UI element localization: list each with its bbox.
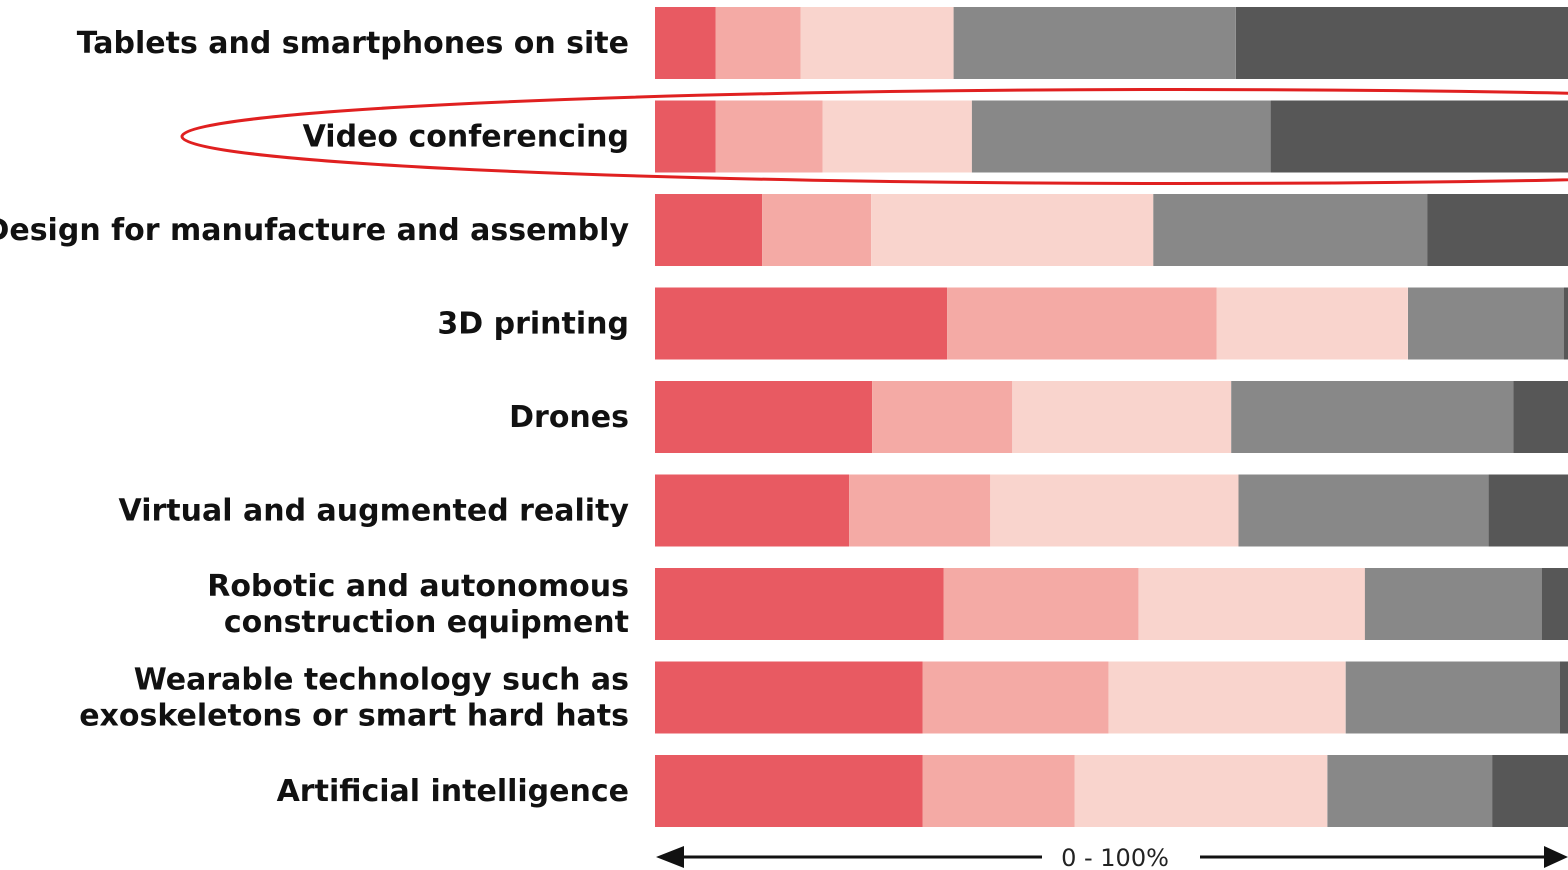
bar-segment bbox=[990, 474, 1239, 547]
bar-segment bbox=[1074, 755, 1328, 827]
bar-segment bbox=[655, 661, 923, 734]
bar-segment bbox=[1427, 194, 1568, 266]
bar-segment bbox=[1560, 661, 1568, 734]
bar-segment bbox=[953, 7, 1236, 79]
axis-arrow-left-head bbox=[656, 846, 684, 868]
bar-segment bbox=[715, 100, 823, 173]
highlight-group bbox=[180, 88, 1568, 185]
bar-segment bbox=[1513, 381, 1568, 453]
bar-segment bbox=[1231, 381, 1514, 453]
bar-segment bbox=[655, 7, 716, 79]
bar-segment bbox=[762, 194, 872, 266]
bar-segment bbox=[1563, 287, 1568, 360]
bar-segment bbox=[922, 661, 1109, 734]
bar-segment bbox=[1216, 287, 1408, 360]
category-label: Design for manufacture and assembly bbox=[0, 213, 629, 248]
highlight-ellipse bbox=[180, 88, 1568, 185]
category-label: 3D printing bbox=[437, 307, 629, 342]
bar-segment bbox=[1238, 474, 1489, 547]
bar-segment bbox=[1364, 568, 1542, 640]
bar-segment bbox=[922, 755, 1075, 827]
category-label: Wearable technology such as bbox=[134, 663, 629, 698]
bar-segment bbox=[800, 7, 954, 79]
bar-segment bbox=[715, 7, 801, 79]
bar-segment bbox=[1138, 568, 1365, 640]
bars-group bbox=[655, 7, 1568, 827]
axis-range-label: 0 - 100% bbox=[1061, 844, 1169, 870]
category-label: Video conferencing bbox=[303, 120, 629, 155]
bar-segment bbox=[655, 287, 948, 360]
bar-segment bbox=[1541, 568, 1568, 640]
category-label: Virtual and augmented reality bbox=[119, 494, 630, 529]
bar-segment bbox=[1270, 100, 1568, 173]
bar-segment bbox=[1345, 661, 1560, 734]
bar-segment bbox=[943, 568, 1139, 640]
bar-segment bbox=[655, 755, 923, 827]
category-label: Artificial intelligence bbox=[277, 774, 629, 809]
category-label: Tablets and smartphones on site bbox=[77, 26, 629, 61]
bar-segment bbox=[849, 474, 991, 547]
bar-segment bbox=[822, 100, 972, 173]
bar-segment bbox=[655, 100, 716, 173]
category-labels-group: Tablets and smartphones on site Video con… bbox=[0, 26, 629, 809]
category-label: Drones bbox=[509, 400, 629, 435]
bar-segment bbox=[871, 194, 1154, 266]
bar-segment bbox=[655, 381, 873, 453]
bar-segment bbox=[1108, 661, 1346, 734]
category-label: Robotic and autonomous bbox=[207, 569, 629, 604]
bar-segment bbox=[655, 194, 763, 266]
bar-segment bbox=[1492, 755, 1568, 827]
axis-arrow-right-head bbox=[1544, 846, 1568, 868]
bar-segment bbox=[1153, 194, 1428, 266]
category-label: construction equipment bbox=[224, 605, 629, 640]
bar-segment bbox=[1235, 7, 1568, 79]
bar-segment bbox=[872, 381, 1013, 453]
bar-segment bbox=[947, 287, 1217, 360]
bar-segment bbox=[1327, 755, 1493, 827]
bar-segment bbox=[655, 568, 944, 640]
bar-segment bbox=[655, 474, 850, 547]
axis-group: 0 - 100% bbox=[656, 844, 1568, 870]
category-label: exoskeletons or smart hard hats bbox=[79, 699, 629, 734]
bar-segment bbox=[971, 100, 1271, 173]
bar-segment bbox=[1488, 474, 1568, 547]
bar-segment bbox=[1012, 381, 1232, 453]
bar-segment bbox=[1408, 287, 1564, 360]
